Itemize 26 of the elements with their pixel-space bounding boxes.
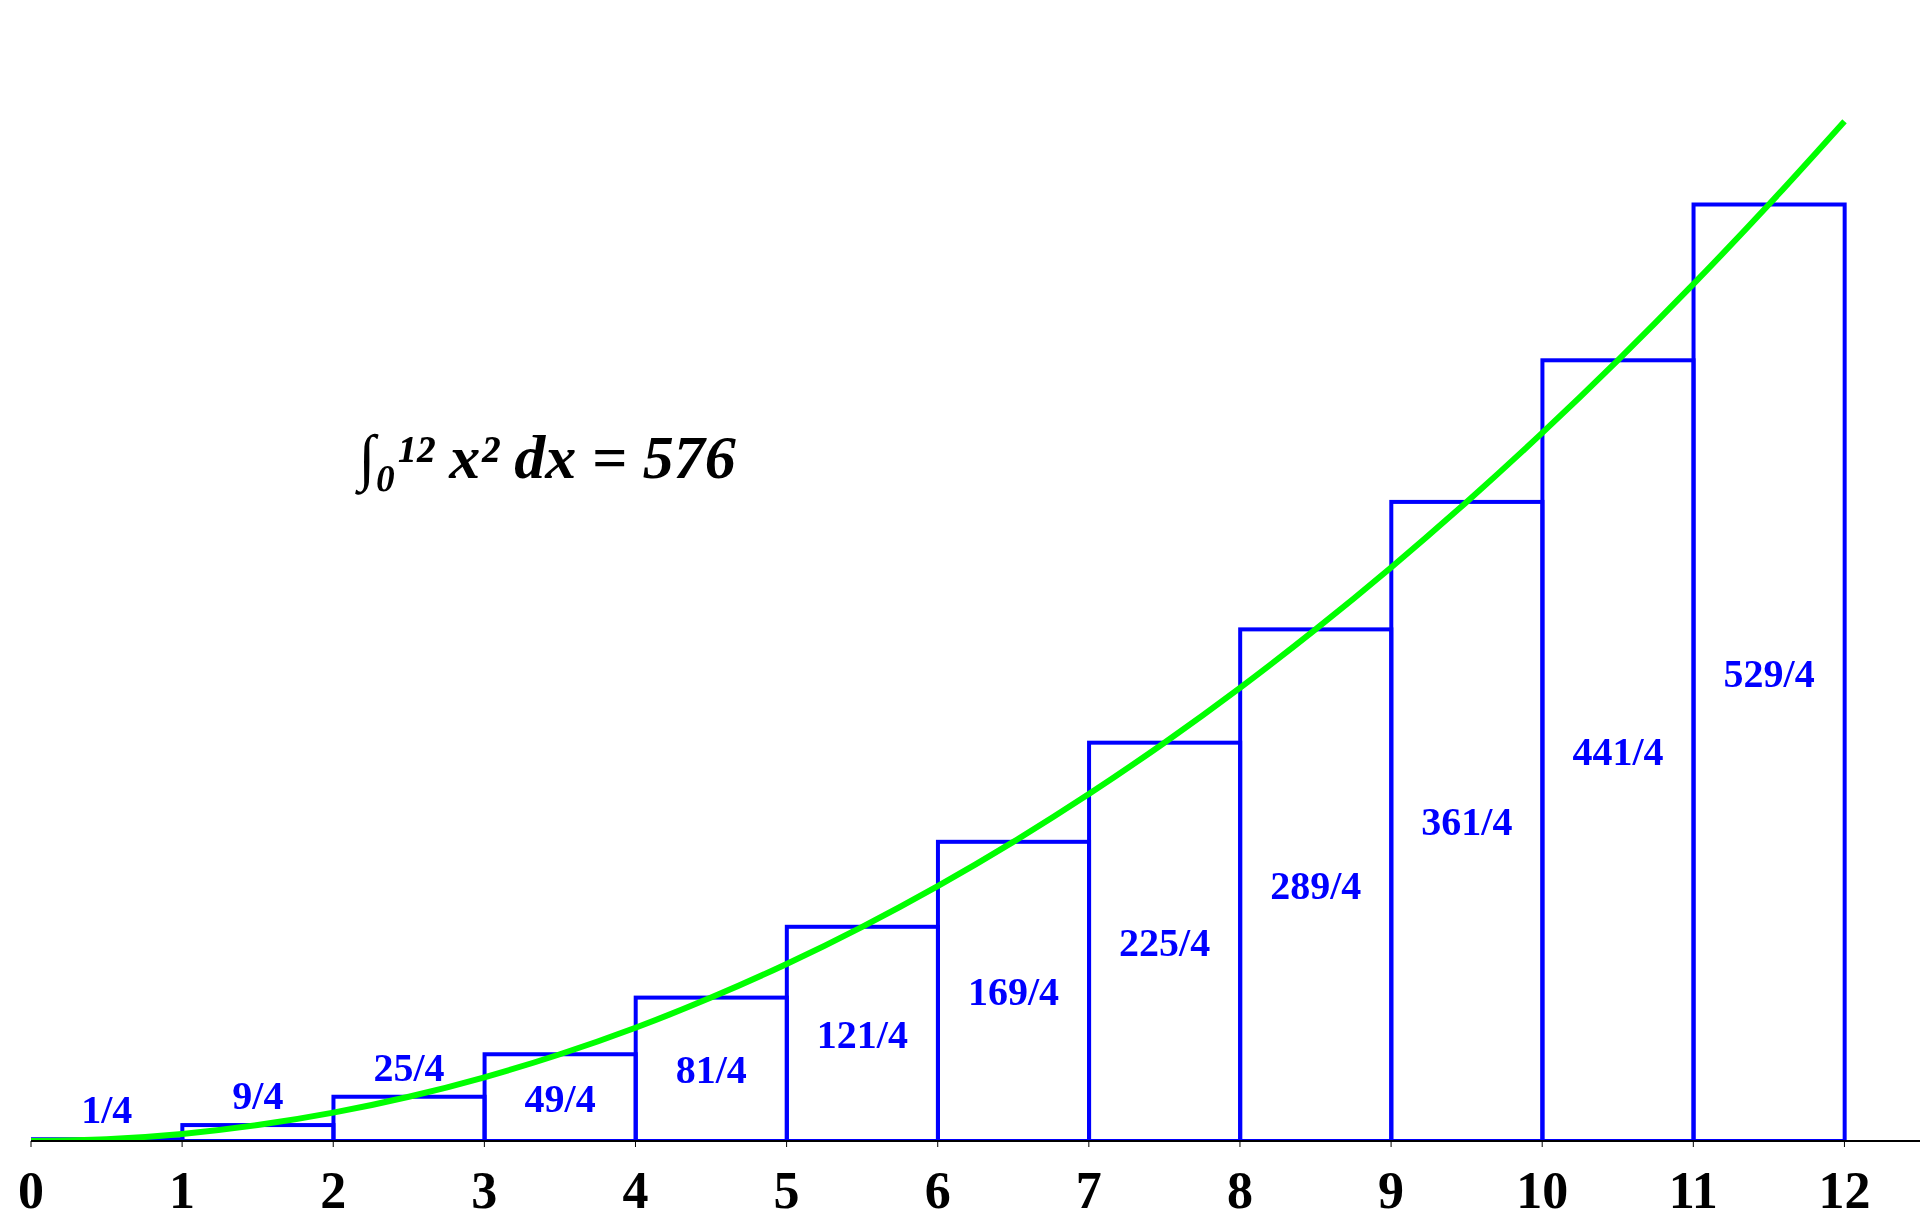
x-tick-label: 3 [471,1161,498,1213]
data-label: 9/4 [232,1073,284,1119]
x-tick-label: 5 [773,1161,800,1213]
x-tick-label: 0 [18,1161,44,1213]
data-label: 361/4 [1421,799,1513,845]
x-tick-label: 9 [1378,1161,1405,1213]
x-tick-label: 6 [924,1161,951,1213]
data-label: 49/4 [524,1075,596,1121]
data-label: 289/4 [1270,863,1362,909]
data-label: 169/4 [967,969,1060,1015]
x-tick-label: 2 [320,1161,347,1213]
data-label: 1/4 [81,1087,133,1133]
x-tick-label: 10 [1516,1161,1569,1213]
data-label: 121/4 [816,1011,908,1057]
x-tick-label: 12 [1818,1161,1871,1213]
x-tick-label: 11 [1668,1161,1718,1213]
data-label: 441/4 [1572,728,1664,774]
annotation: ∫₀¹² x² dx = 576 [355,423,736,495]
x-tick-label: 8 [1226,1161,1253,1213]
data-label: 25/4 [373,1044,445,1090]
data-label: 529/4 [1723,650,1815,696]
x-tick-label: 4 [622,1161,649,1213]
x-tick-label: 1 [169,1161,196,1213]
data-label: 225/4 [1119,919,1211,965]
x-tick-label: 7 [1075,1161,1102,1213]
data-label: 81/4 [675,1047,747,1093]
